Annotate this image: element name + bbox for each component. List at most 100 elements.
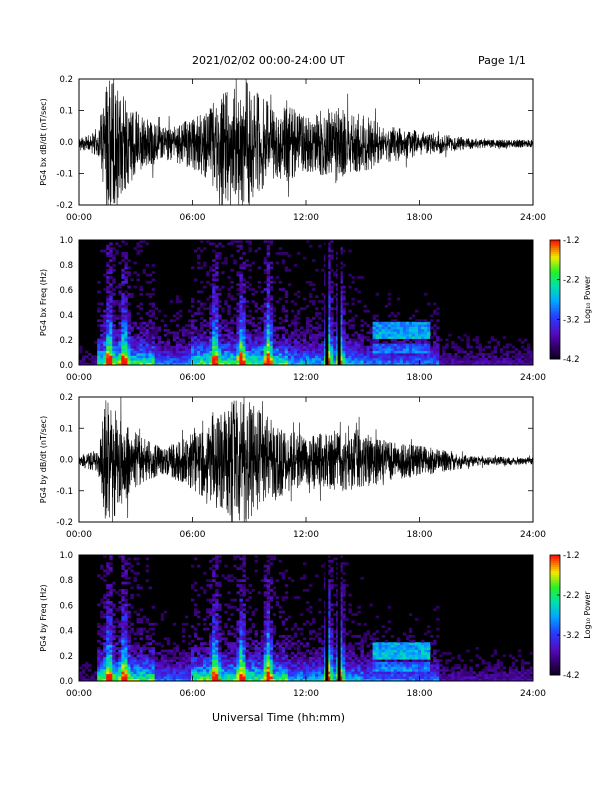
spectrogram-cell [309,295,313,299]
spectrogram-cell [487,355,492,359]
data-gap [337,240,341,365]
spectrogram-cell [190,671,195,675]
spectrogram-cell [136,668,140,672]
spectrogram-cell [469,362,473,366]
spectrogram-cell [263,336,268,339]
spectrogram-cell [266,678,271,682]
spectrogram-cell [445,343,449,347]
spectrogram-cell [339,328,343,332]
spectrogram-cell [215,644,219,648]
spectrogram-cell [339,615,343,619]
spectrogram-cell [106,357,110,361]
spectrogram-cell [106,355,110,359]
spectrogram-cell [408,328,413,332]
spectrogram-cell [118,336,122,339]
spectrogram-cell [239,271,243,275]
spectrogram-cell [124,659,128,663]
spectrogram-cell [242,603,246,607]
spectrogram-cell [381,348,386,351]
spectrogram-cell [197,357,201,361]
spectrogram-cell [215,261,219,265]
spectrogram-cell [348,285,352,289]
spectrogram-cell [487,362,492,366]
spectrogram-cell [133,348,137,351]
spectrogram-cell [187,651,192,655]
spectrogram-cell [402,350,407,354]
spectrogram-cell [206,642,210,646]
spectrogram-cell [175,676,180,679]
spectrogram-cell [263,343,268,347]
spectrogram-cell [212,634,216,638]
spectrogram-cell [330,639,334,643]
spectrogram-cell [230,668,234,672]
spectrogram-cell [124,613,128,616]
spectrogram-cell [200,355,204,359]
spectrogram-cell [184,673,189,677]
spectrogram-cell [239,352,243,356]
spectrogram-cell [200,240,204,243]
spectrogram-cell [442,348,446,351]
spectrogram-cell [402,357,407,361]
x-tick-label: 18:00 [407,213,433,223]
spectrogram-cell [133,324,137,327]
spectrogram-cell [115,348,119,351]
spectrogram-cell [402,360,407,363]
spectrogram-cell [254,671,258,675]
spectrogram-cell [315,352,319,356]
spectrogram-cell [421,345,425,349]
spectrogram-cell [157,666,162,670]
spectrogram-cell [272,319,277,323]
spectrogram-cell [318,360,322,363]
spectrogram-cell [281,333,286,337]
spectrogram-cell [106,288,110,291]
spectrogram-cell [190,340,195,344]
spectrogram-cell [296,357,301,361]
spectrogram-cell [251,673,255,677]
spectrogram-cell [194,659,198,663]
spectrogram-cell [142,615,146,619]
spectrogram-cell [194,666,198,670]
spectrogram-cell [348,355,352,359]
spectrogram-cell [260,579,265,583]
spectrogram-cell [387,333,392,337]
spectrogram-cell [445,357,449,361]
spectrogram-cell [218,581,222,585]
spectrogram-cell [233,649,237,653]
bx-spectrogram-panel: 00:00 06:00 12:00 18:00 24:000.00.20.40.60.8… [39,236,592,383]
spectrogram-cell [133,338,137,342]
spectrogram-cell [130,586,134,590]
spectrogram-cell [145,659,150,663]
spectrogram-cell [296,316,301,320]
spectrogram-cell [384,321,389,325]
spectrogram-cell [254,656,258,660]
spectrogram-cell [333,651,337,655]
spectrogram-cell [121,625,125,629]
colorbar-segment [550,357,560,360]
spectrogram-cell [197,355,201,359]
spectrogram-cell [278,610,283,614]
spectrogram-cell [242,355,246,359]
spectrogram-cell [315,574,319,578]
spectrogram-cell [124,649,128,653]
spectrogram-cell [260,343,265,347]
spectrogram-cell [172,348,177,351]
spectrogram-cell [194,328,198,332]
spectrogram-cell [215,319,219,323]
spectrogram-cell [200,654,204,658]
spectrogram-cell [139,324,143,327]
spectrogram-cell [239,362,243,366]
spectrogram-cell [520,340,525,344]
spectrogram-cell [399,331,404,335]
spectrogram-cell [121,331,125,335]
spectrogram-cell [112,259,116,263]
spectrogram-cell [118,593,122,597]
spectrogram-cell [106,651,110,655]
spectrogram-cell [239,316,243,320]
spectrogram-cell [445,345,449,349]
spectrogram-cell [293,348,298,351]
spectrogram-cell [248,654,252,658]
spectrogram-cell [100,634,104,638]
spectrogram-cell [106,639,110,643]
spectrogram-cell [106,644,110,648]
spectrogram-cell [266,651,271,655]
